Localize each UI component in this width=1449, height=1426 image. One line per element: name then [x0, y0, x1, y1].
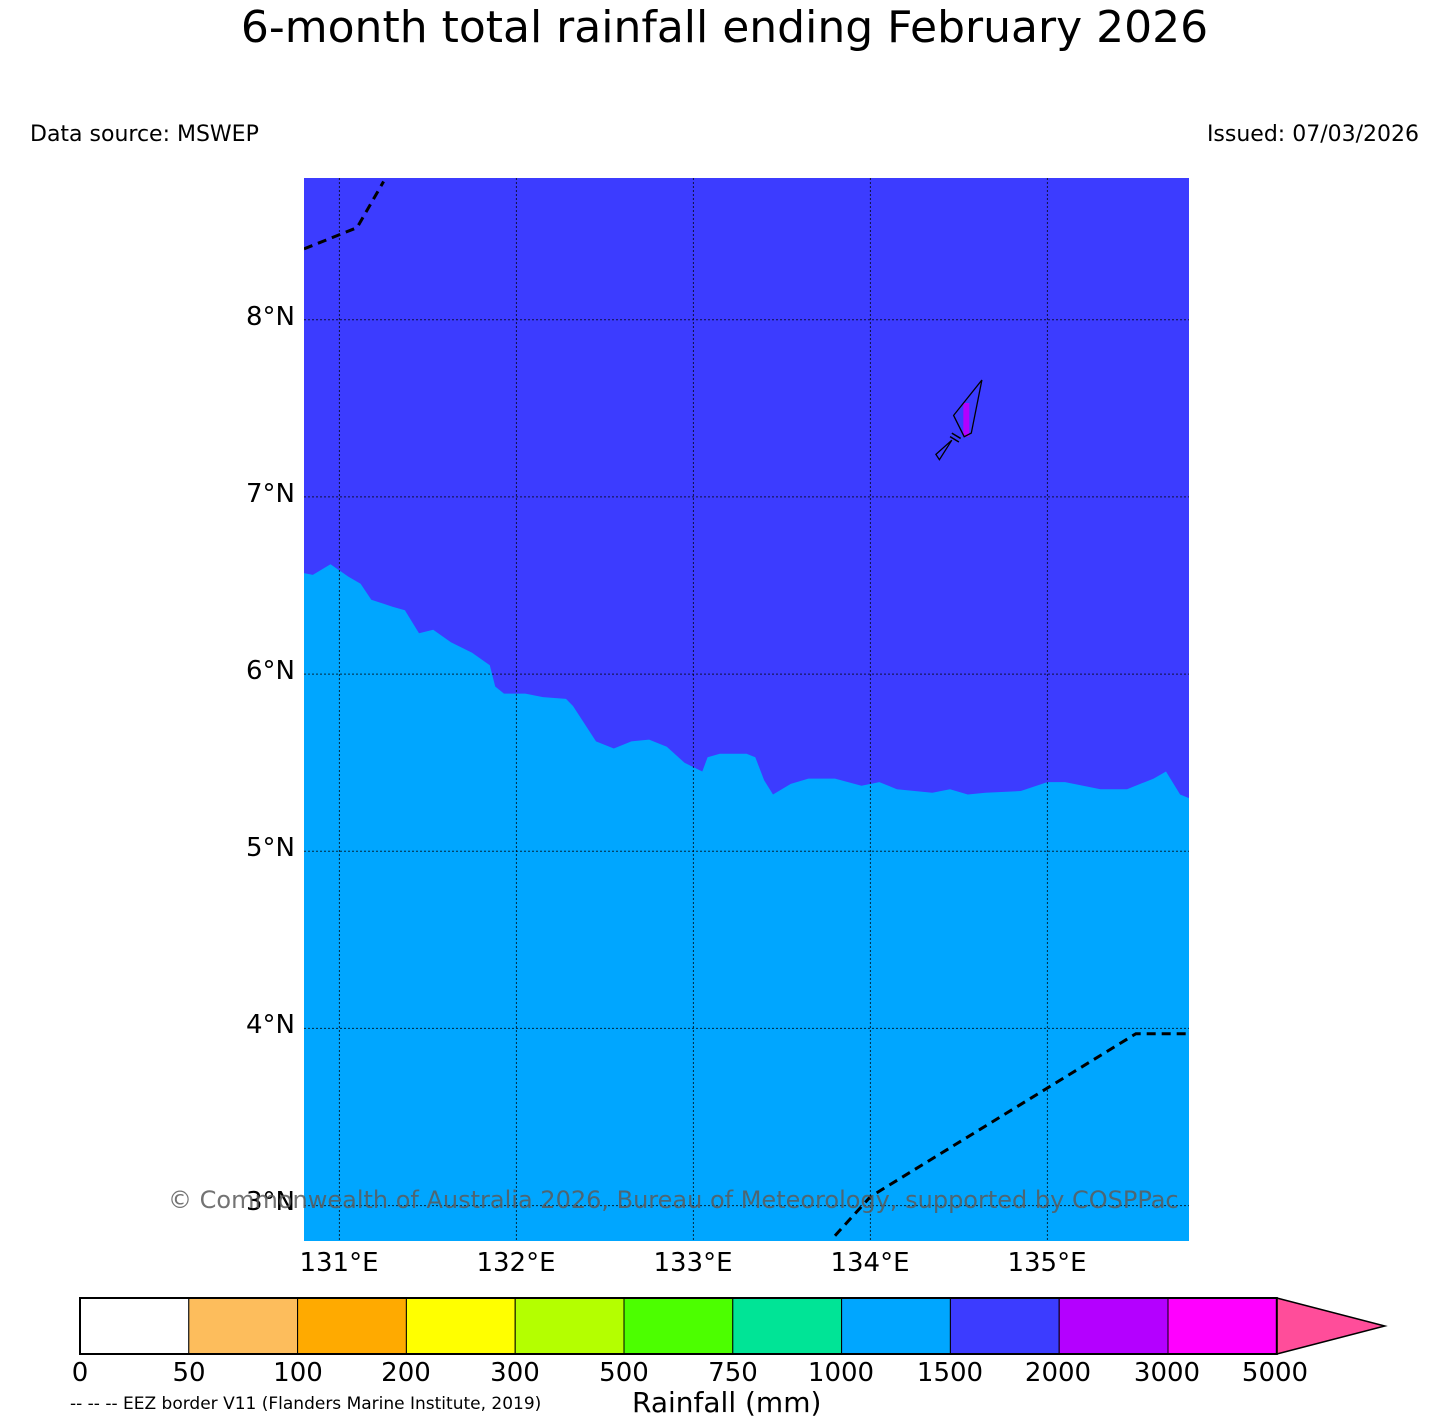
colorbar-segment [732, 1297, 843, 1355]
colorbar-tick: 5000 [1241, 1358, 1309, 1388]
eez-border-north [304, 180, 385, 251]
reef-line [951, 432, 962, 440]
colorbar-segment [188, 1297, 299, 1355]
colorbar-tick: 200 [381, 1358, 431, 1388]
islet-outline [935, 439, 953, 461]
colorbar-extend-arrow [1276, 1297, 1388, 1355]
colorbar-tick: 50 [172, 1358, 206, 1388]
lon-label-131e: 131°E [299, 1248, 379, 1278]
colorbar-segment [297, 1297, 407, 1355]
colorbar-segment [79, 1297, 190, 1355]
colorbar-tick: 3000 [1133, 1358, 1201, 1388]
colorbar-tick: 1000 [807, 1358, 875, 1388]
eez-border-note: -- -- -- EEZ border V11 (Flanders Marine… [70, 1394, 542, 1414]
rainfall-patch-2000-3000 [963, 403, 970, 437]
colorbar-segment [514, 1297, 625, 1355]
colorbar-segment [405, 1297, 516, 1355]
lat-label-7n: 7°N [246, 479, 295, 509]
colorbar-tick: 1500 [916, 1358, 984, 1388]
reef-line [949, 436, 960, 443]
colorbar-segment [841, 1297, 951, 1355]
colorbar-tick: 2000 [1024, 1358, 1092, 1388]
chart-title: 6-month total rainfall ending February 2… [240, 2, 1209, 53]
colorbar-title: Rainfall (mm) [632, 1386, 822, 1419]
colorbar-segment [623, 1297, 734, 1355]
island-outline [952, 379, 983, 438]
lat-label-3n: 3°N [246, 1187, 295, 1217]
copyright-notice: © Commonwealth of Australia 2026, Bureau… [168, 1186, 1179, 1214]
colorbar-segment [1058, 1297, 1169, 1355]
eez-border-south [833, 1032, 1189, 1237]
lat-label-4n: 4°N [246, 1010, 295, 1040]
colorbar-segment [1167, 1297, 1278, 1355]
colorbar-tick: 100 [273, 1358, 323, 1388]
lon-label-132e: 132°E [476, 1248, 556, 1278]
issued-date-label: Issued: 07/03/2026 [1206, 122, 1419, 147]
lon-label-135e: 135°E [1007, 1248, 1087, 1278]
lon-label-133e: 133°E [653, 1248, 733, 1278]
lon-label-134e: 134°E [830, 1248, 910, 1278]
data-source-label: Data source: MSWEP [30, 122, 259, 147]
colorbar-tick: 0 [71, 1358, 89, 1388]
colorbar-tick: 500 [599, 1358, 649, 1388]
colorbar-tick: 750 [708, 1358, 758, 1388]
rainfall-region-1000-1500 [304, 564, 1189, 1241]
colorbar-frame [79, 1297, 1278, 1355]
colorbar-tick: 300 [490, 1358, 540, 1388]
lat-label-5n: 5°N [246, 833, 295, 863]
colorbar-segment [949, 1297, 1060, 1355]
lat-label-6n: 6°N [246, 656, 295, 686]
lat-label-8n: 8°N [246, 302, 295, 332]
